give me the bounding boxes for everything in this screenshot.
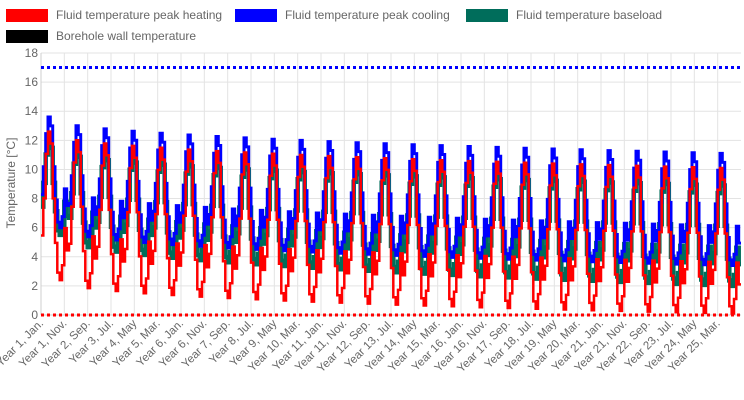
legend: Fluid temperature peak heating Fluid tem… xyxy=(0,0,744,50)
legend-swatch-borehole-wall xyxy=(6,29,48,43)
x-axis-ticks: Year 1, Jan.Year 1, Nov.Year 2, Sep.Year… xyxy=(0,317,723,375)
y-axis-title: Temperature [°C] xyxy=(4,138,18,229)
y-tick-label: 6 xyxy=(31,221,38,235)
y-tick-label: 14 xyxy=(25,104,39,118)
y-tick-label: 0 xyxy=(31,308,38,322)
legend-label-baseload: Fluid temperature baseload xyxy=(516,8,663,22)
y-tick-label: 18 xyxy=(25,46,39,60)
legend-item-peak-heating[interactable]: Fluid temperature peak heating xyxy=(6,7,222,23)
y-axis-ticks: 0 2 4 6 8 10 12 14 16 18 xyxy=(25,46,39,322)
legend-item-borehole-wall[interactable]: Borehole wall temperature xyxy=(6,28,196,44)
y-tick-label: 10 xyxy=(25,162,39,176)
legend-label-peak-cooling: Fluid temperature peak cooling xyxy=(285,8,450,22)
legend-swatch-peak-heating xyxy=(6,8,48,22)
series-group xyxy=(41,66,741,317)
legend-swatch-peak-cooling xyxy=(235,8,277,22)
legend-item-peak-cooling[interactable]: Fluid temperature peak cooling xyxy=(235,7,450,23)
legend-swatch-baseload xyxy=(466,8,508,22)
y-tick-label: 8 xyxy=(31,192,38,206)
y-tick-label: 12 xyxy=(25,133,39,147)
legend-label-borehole-wall: Borehole wall temperature xyxy=(56,29,197,43)
peak-cooling-line xyxy=(41,115,741,267)
legend-label-peak-heating: Fluid temperature peak heating xyxy=(56,8,223,22)
y-tick-label: 16 xyxy=(25,75,39,89)
y-tick-label: 2 xyxy=(31,279,38,293)
peak-heating-line xyxy=(41,130,741,315)
legend-item-baseload[interactable]: Fluid temperature baseload xyxy=(466,7,662,23)
y-tick-label: 4 xyxy=(31,250,38,264)
